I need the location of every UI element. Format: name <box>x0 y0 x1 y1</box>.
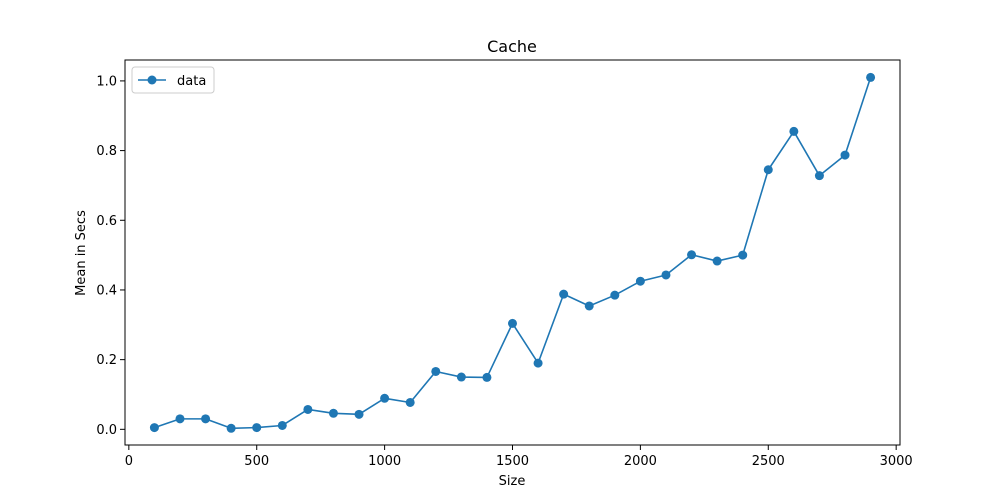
data-point <box>508 318 517 328</box>
data-point <box>201 414 211 424</box>
data-point <box>712 256 722 266</box>
y-tick-label: 0.8 <box>96 144 117 159</box>
data-point <box>559 289 569 299</box>
data-point <box>456 372 466 382</box>
data-point <box>840 150 850 160</box>
data-point <box>687 250 697 260</box>
data-point <box>533 358 543 368</box>
data-point <box>149 423 159 433</box>
x-tick-label: 0 <box>125 454 133 469</box>
data-point <box>175 414 185 424</box>
data-point <box>814 171 824 181</box>
data-point <box>482 372 492 382</box>
data-point <box>635 276 645 286</box>
legend-box <box>131 66 215 94</box>
y-tick-label: 0.2 <box>96 353 117 368</box>
data-point <box>763 165 773 175</box>
x-tick-label: 2000 <box>624 454 657 469</box>
x-tick-label: 2500 <box>752 454 785 469</box>
x-tick-label: 3000 <box>880 454 913 469</box>
data-point <box>328 408 338 418</box>
y-tick-label: 0.4 <box>96 283 117 298</box>
series-line <box>154 77 872 430</box>
y-tick-label: 0.6 <box>96 214 117 229</box>
data-point <box>610 290 620 300</box>
data-point <box>584 301 594 311</box>
data-point <box>866 72 876 82</box>
x-tick-label: 1000 <box>368 454 401 469</box>
y-tick-label: 1.0 <box>96 74 117 89</box>
plot-frame <box>124 59 901 446</box>
y-tick-label: 0.0 <box>96 423 117 438</box>
data-point <box>431 366 441 376</box>
x-tick-label: 1500 <box>496 454 529 469</box>
legend-marker <box>147 75 157 85</box>
legend: data <box>131 66 215 94</box>
data-point <box>277 420 287 430</box>
data-point <box>405 397 415 407</box>
series-layer <box>149 72 876 433</box>
x-tick-label: 500 <box>244 454 269 469</box>
data-point <box>252 423 262 433</box>
legend-label: data <box>177 74 206 89</box>
y-axis-ticks: 0.0 0.2 0.4 0.6 0.8 1.0 <box>96 74 125 438</box>
data-point <box>661 270 671 280</box>
data-point <box>738 250 748 260</box>
x-axis-label: Size <box>499 474 526 489</box>
y-axis-label: Mean in Secs <box>74 210 89 296</box>
data-point <box>303 404 313 414</box>
chart-title: Cache <box>487 37 537 56</box>
x-axis-ticks: 0 500 1000 1500 2000 2500 3000 <box>125 445 913 469</box>
data-point <box>789 126 799 136</box>
plot-area <box>124 59 901 446</box>
data-point <box>380 393 390 403</box>
data-point <box>226 423 236 433</box>
data-point <box>354 409 364 419</box>
